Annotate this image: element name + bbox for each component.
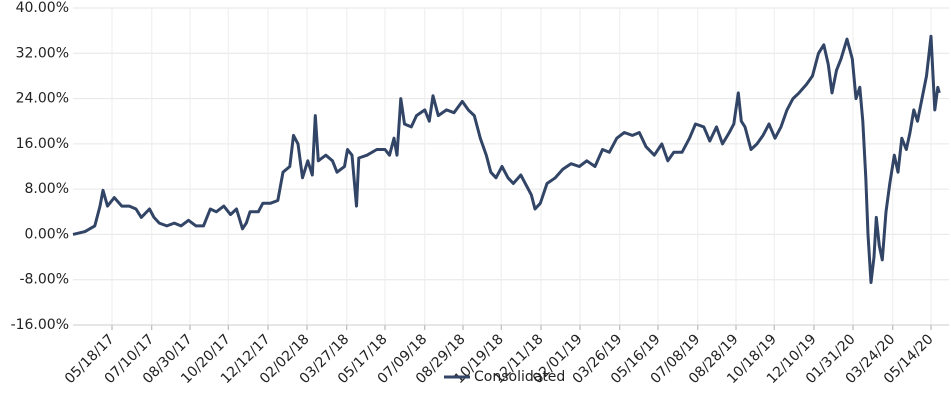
legend-label: Consolidated: [474, 369, 565, 385]
y-tick-label: -8.00%: [19, 272, 69, 288]
y-tick-label: 8.00%: [25, 181, 69, 197]
y-tick-label: 0.00%: [25, 226, 69, 242]
y-tick-label: -16.00%: [11, 317, 69, 333]
series-line: [72, 34, 941, 284]
y-tick-label: 24.00%: [16, 91, 69, 107]
y-tick-label: 32.00%: [16, 45, 69, 61]
y-tick-label: 16.00%: [16, 136, 69, 152]
y-tick-label: 40.00%: [16, 0, 69, 16]
